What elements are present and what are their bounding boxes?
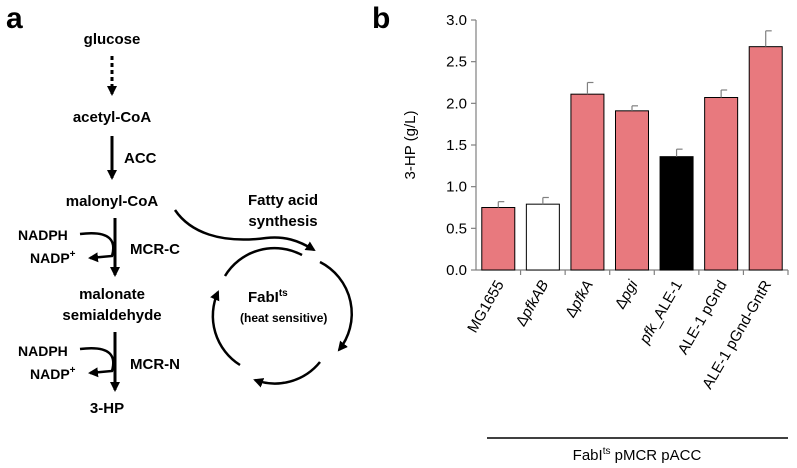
y-tick-label: 2.0 (446, 95, 467, 112)
heat-sensitive-label: (heat sensitive) (240, 311, 327, 325)
nadph-label-1: NADPH (18, 227, 68, 243)
mcr-c-enzyme-label: MCR-C (130, 241, 180, 258)
category-label: MG1655 (464, 278, 507, 336)
y-tick-label: 1.0 (446, 179, 467, 196)
bar (570, 93, 605, 271)
nadph-label-2: NADPH (18, 343, 68, 359)
y-tick-label: 0.5 (446, 220, 467, 237)
panel-a: a glucose acetyl-CoA ACC malonyl-CoA NAD… (6, 2, 353, 417)
panel-b: b 0.00.51.01.52.02.53.03-HP (g/L)MG1655 Δ… (372, 2, 789, 464)
fatty-acid-cycle (210, 246, 353, 388)
acc-enzyme-label: ACC (124, 150, 157, 167)
nadp-label-2: NADP+ (30, 365, 76, 382)
3hp-product-label: 3-HP (90, 400, 124, 417)
malonate-label-line2: semialdehyde (62, 307, 161, 324)
y-tick-label: 3.0 (446, 12, 467, 29)
cycle-arc-right (319, 260, 353, 352)
category-label: ΔpfkAB (513, 278, 553, 330)
acetyl-coa-label: acetyl-CoA (73, 109, 152, 126)
bar (748, 46, 783, 271)
y-axis-label: 3-HP (g/L) (402, 111, 419, 180)
fatty-acid-label-line1: Fatty acid (248, 192, 318, 209)
bar-chart: 0.00.51.01.52.02.53.03-HP (g/L)MG1655 Δpf… (402, 12, 789, 392)
cofactor-arrow-1 (79, 231, 115, 263)
malonyl-coa-label: malonyl-CoA (66, 193, 159, 210)
cycle-arc-top (223, 246, 303, 277)
mcr-n-enzyme-label: MCR-N (130, 356, 180, 373)
branch-arrow-to-fatty-acid (173, 209, 316, 252)
y-tick-label: 0.0 (446, 262, 467, 279)
panel-a-letter: a (6, 2, 23, 35)
bar (704, 97, 739, 271)
fatty-acid-label-line2: synthesis (248, 213, 317, 230)
strain-group-label: FabIts pMCR pACC (573, 446, 702, 464)
category-label: ΔpfkA (562, 278, 597, 321)
category-label: pfk_ALE-1 (636, 278, 686, 348)
y-tick-label: 1.5 (446, 137, 467, 154)
malonate-label-line1: malonate (79, 286, 145, 303)
cycle-arc-left (210, 290, 241, 367)
y-tick-label: 2.5 (446, 54, 467, 71)
glucose-label: glucose (84, 31, 141, 48)
cofactor-arrow-2 (79, 346, 115, 378)
panel-b-letter: b (372, 2, 390, 35)
bar (659, 156, 694, 271)
cycle-arc-bottom (253, 361, 321, 388)
category-label: Δpgi (612, 277, 642, 312)
fabi-label: FabIts (248, 288, 288, 306)
bar (525, 203, 560, 271)
nadp-label-1: NADP+ (30, 249, 76, 266)
bar (615, 110, 649, 271)
bar (481, 207, 516, 271)
